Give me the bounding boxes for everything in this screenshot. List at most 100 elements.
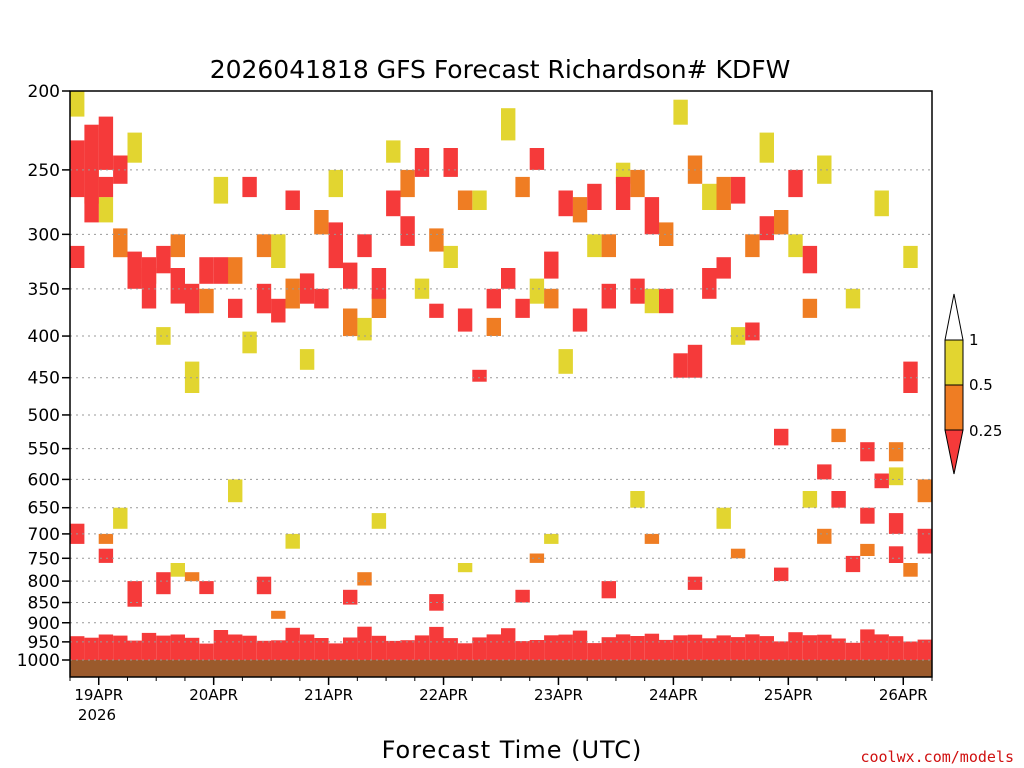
heatmap-cell-low [170,268,185,304]
heatmap-cell-high [630,491,645,508]
heatmap-cell-mid [644,533,660,544]
heatmap-cell-high [271,234,286,268]
heatmap-cell-high [213,176,229,204]
heatmap-cell-mid [343,308,358,337]
heatmap-cell-low [184,283,200,314]
heatmap-cell-mid [572,197,588,223]
x-tick-label: 19APR [74,686,123,704]
heatmap-cell-low [156,572,171,595]
heatmap-cell-low [400,216,415,246]
heatmap-cell-low [113,155,128,184]
surface-layer-cell [127,640,142,660]
heatmap-cell-low [716,257,731,279]
heatmap-cell-low [357,234,372,258]
heatmap-cell-mid [256,234,272,258]
surface-layer-cell [903,641,918,660]
heatmap-cell-low [299,273,315,304]
x-axis-label: Forecast Time (UTC) [382,736,643,764]
colorbar-label: 1 [969,331,979,349]
surface-layer-cell [673,635,688,660]
heatmap-cell-low [687,576,703,590]
heatmap-cell-high [817,155,832,184]
y-tick-label: 900 [28,614,60,634]
heatmap-cell-low [242,176,257,198]
heatmap-cell-mid [802,298,818,318]
heatmap-cell-low [817,464,832,480]
surface-layer-cell [443,638,458,660]
heatmap-cell-low [127,251,142,289]
heatmap-cell-mid [888,442,904,462]
heatmap-cell-mid [601,234,616,258]
heatmap-cell-high [357,317,372,341]
surface-layer-cell [759,636,774,660]
surface-layer-cell [285,627,300,660]
surface-layer-cell [486,634,501,660]
heatmap-cell-high [802,491,818,508]
surface-layer-cell [615,634,631,660]
heatmap-cell-low [486,288,501,309]
heatmap-cell-mid [860,543,875,556]
heatmap-cell-low [544,251,559,279]
colorbar-legend: 1 0.5 0.25 [944,293,1002,475]
heatmap-cell-low [98,176,114,198]
heatmap-cell-high [371,513,387,529]
heatmap-cell-low [457,308,473,332]
heatmap-cell-high [759,132,774,163]
heatmap-cell-high [845,288,861,309]
surface-layer-cell [357,626,372,660]
heatmap-cell-low [429,303,444,318]
heatmap-cell-low [630,278,645,304]
heatmap-cell-high [156,327,171,345]
surface-layer-cell [141,632,157,660]
x-tick-label: 26APR [879,686,928,704]
heatmap-cell-high [70,91,85,117]
heatmap-cells [70,91,932,619]
heatmap-cell-low [529,148,545,170]
heatmap-cell-low [472,369,487,382]
heatmap-cell-low [213,257,229,284]
x-tick-label: 24APR [649,686,698,704]
heatmap-cell-mid [113,228,128,258]
surface-layer-cell [256,640,272,660]
colorbar-bin-high [944,339,964,386]
heatmap-cell-high [501,108,516,141]
heatmap-cell-high [730,327,746,345]
heatmap-cell-mid [903,563,918,577]
heatmap-cell-low [860,442,875,462]
heatmap-cell-high [716,507,731,529]
y-tick-label: 750 [28,549,60,569]
y-tick-label: 1000 [17,651,60,671]
heatmap-cell-high [888,467,904,486]
y-tick-label: 850 [28,594,60,614]
x-tick-label: 22APR [419,686,468,704]
heatmap-cell-high [184,361,200,393]
surface-layer-cell [343,637,358,660]
colorbar-bottom-arrow [944,429,964,475]
heatmap-cell-high [328,169,343,198]
heatmap-cell-low [601,283,616,309]
heatmap-cell-low [84,155,99,223]
heatmap-cell-low [228,298,243,318]
colorbar-top-arrow [944,293,964,341]
ground-band [70,660,932,677]
heatmap-cell-high [98,197,114,223]
surface-layer-cell [644,633,660,660]
surface-layer-cell [630,636,645,660]
heatmap-cell-high [299,349,315,370]
heatmap-cell-low [788,169,803,198]
heatmap-cell-high [242,331,257,354]
surface-layer-cell [242,635,257,660]
heatmap-cell-low [256,283,272,314]
surface-layer-cell [371,635,387,660]
x-tick-label: 23APR [534,686,583,704]
x-axis-ticks: 19APR 20APR 21APR 22APR 23APR 24APR 25APR 26APR [69,677,933,704]
surface-layer-cell [917,639,932,660]
heatmap-cell-mid [429,228,444,252]
y-axis-ticks: 200 250 300 350 400 450 500 550 600 650 700 750 8008… [17,82,70,671]
heatmap-cell-mid [817,528,832,544]
heatmap-cell-low [802,245,818,274]
surface-layer-cell [457,643,473,660]
x-tick-label: 25APR [764,686,813,704]
heatmap-cell-low [515,298,530,318]
surface-layer-cell [501,628,516,660]
